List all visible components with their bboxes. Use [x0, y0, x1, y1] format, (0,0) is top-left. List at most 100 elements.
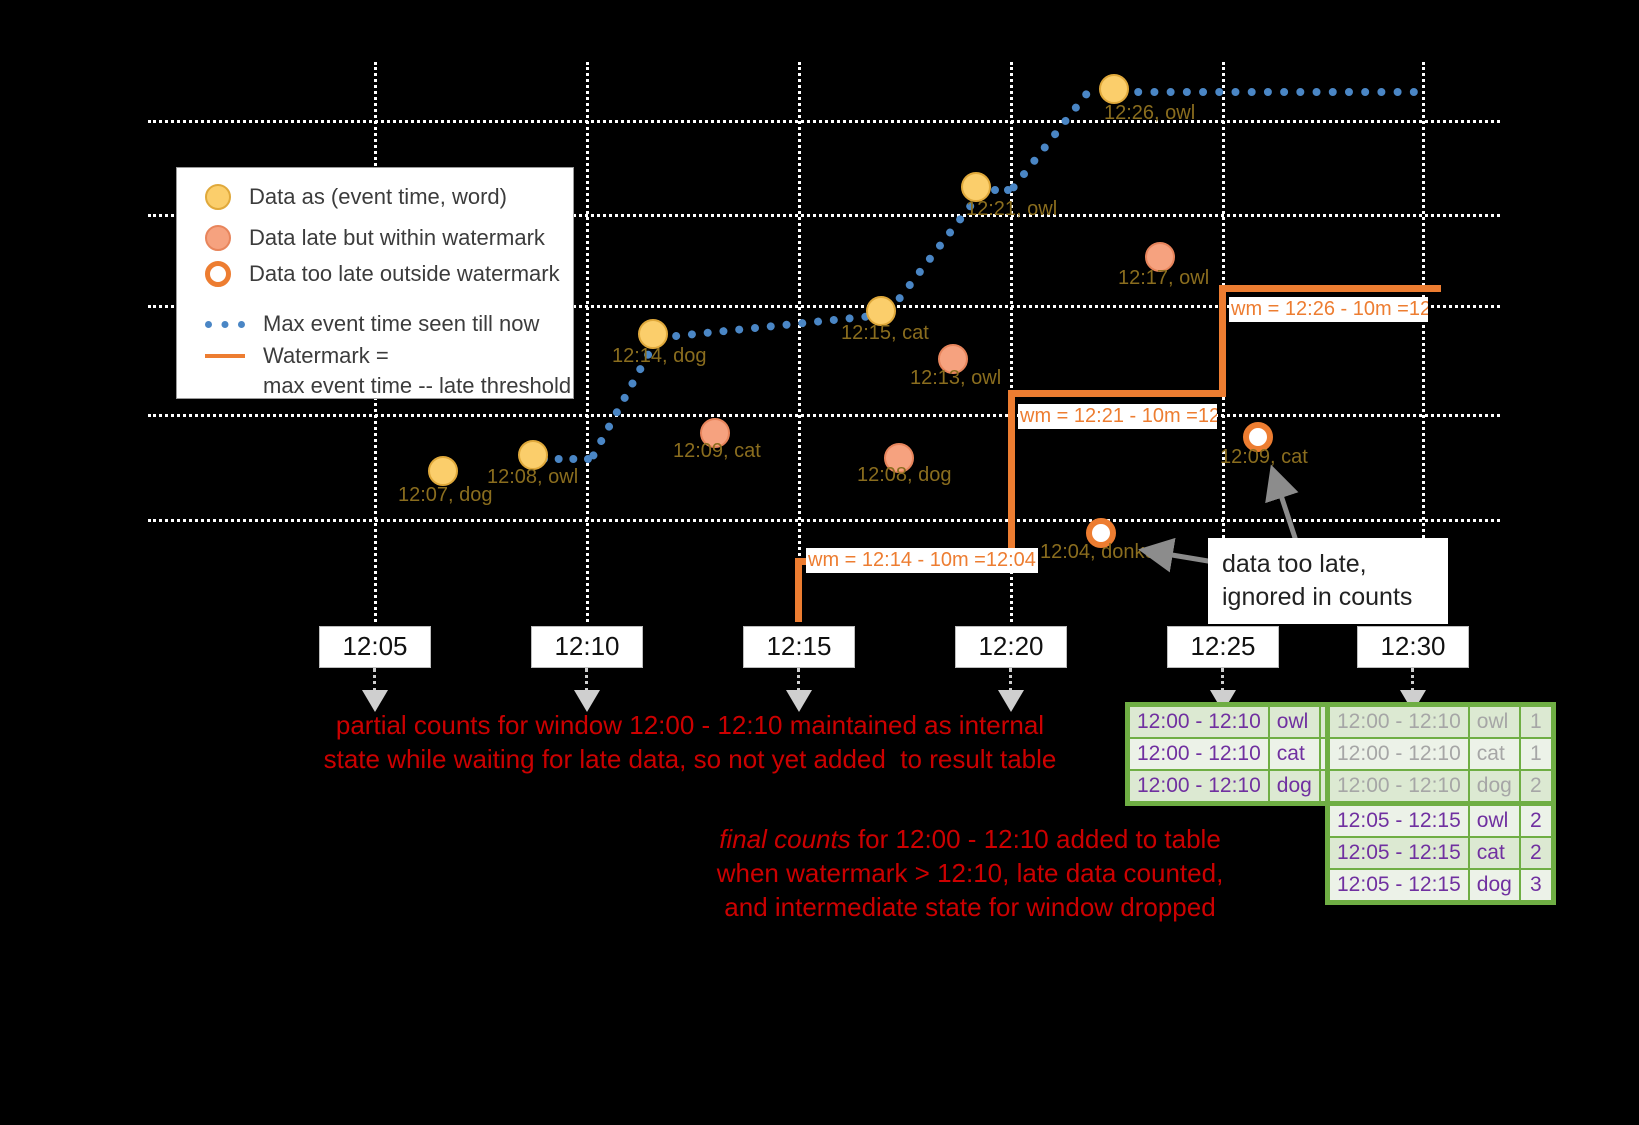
axis-arrow-head — [362, 690, 388, 712]
axis-arrow-stem — [373, 668, 376, 692]
gridline-vertical — [1422, 62, 1425, 622]
axis-arrow-head — [786, 690, 812, 712]
result-table-1230: 12:00 - 12:10 owl 1 12:00 - 12:10 cat 1 12:00 … — [1325, 702, 1556, 905]
table-cell-window: 12:00 - 12:10 — [1129, 706, 1269, 738]
watermark-step-riser — [1008, 390, 1015, 565]
data-point-label: 12:07, dog — [398, 484, 493, 506]
table-cell-count: 3 — [1519, 869, 1552, 901]
table-cell-word: dog — [1468, 770, 1520, 802]
legend-item-watermark: Watermark = — [205, 343, 389, 369]
axis-tick-1205: 12:05 — [319, 626, 431, 668]
gridline-horizontal — [148, 519, 1500, 522]
data-point-ontime — [518, 440, 548, 470]
watermark-label-1204: wm = 12:14 - 10m =12:04 — [806, 548, 1038, 573]
data-point-label: 12:08, dog — [857, 464, 952, 486]
table-row: 12:05 - 12:15 owl 2 — [1329, 802, 1552, 837]
axis-arrow-stem — [1411, 668, 1414, 692]
table-cell-count: 1 — [1519, 738, 1552, 770]
table-cell-word: owl — [1268, 706, 1320, 738]
table-cell-window: 12:00 - 12:10 — [1329, 770, 1469, 802]
salmon-filled-circle-icon — [205, 225, 231, 251]
table-cell-count: 2 — [1519, 837, 1552, 869]
data-point-too-late — [1243, 422, 1273, 452]
axis-tick-1225: 12:25 — [1167, 626, 1279, 668]
axis-tick-1215: 12:15 — [743, 626, 855, 668]
legend-item-max-event-time: Max event time seen till now — [205, 311, 539, 337]
callout-data-too-late: data too late, ignored in counts — [1208, 538, 1448, 624]
max-event-time-segment — [1008, 88, 1092, 193]
table-cell-count: 2 — [1519, 770, 1552, 802]
watermark-step-level — [1008, 390, 1226, 397]
data-point-ontime — [866, 296, 896, 326]
table-cell-window: 12:05 - 12:15 — [1329, 802, 1469, 837]
axis-arrow-stem — [1221, 668, 1224, 692]
data-point-label: 12:09, cat — [1220, 446, 1308, 468]
table-cell-window: 12:00 - 12:10 — [1129, 738, 1269, 770]
table-row: 12:05 - 12:15 cat 2 — [1329, 837, 1552, 869]
data-point-ontime — [1099, 74, 1129, 104]
legend-item-watermark-formula: max event time -- late threshold — [263, 373, 571, 399]
table-cell-window: 12:00 - 12:10 — [1329, 738, 1469, 770]
data-point-ontime — [638, 319, 668, 349]
gridline-vertical — [798, 62, 801, 622]
data-point-label: 12:15, cat — [841, 322, 929, 344]
axis-tick-1230: 12:30 — [1357, 626, 1469, 668]
gridline-horizontal — [148, 214, 1500, 217]
table-cell-window: 12:00 - 12:10 — [1329, 706, 1469, 738]
watermark-step-riser — [795, 558, 802, 622]
data-point-late — [1145, 242, 1175, 272]
legend-item-label: Watermark = — [263, 343, 389, 368]
axis-arrow-stem — [1009, 668, 1012, 692]
annotation-final-lead: final counts — [719, 824, 851, 854]
orange-hollow-circle-icon — [205, 261, 231, 287]
result-table-1230-body: 12:00 - 12:10 owl 1 12:00 - 12:10 cat 1 12:00 … — [1329, 706, 1552, 901]
legend-item-ontime: Data as (event time, word) — [205, 184, 507, 210]
data-point-ontime — [961, 172, 991, 202]
table-cell-word: owl — [1468, 802, 1520, 837]
table-cell-count: 2 — [1519, 802, 1552, 837]
legend-item-label: Data as (event time, word) — [249, 184, 507, 209]
data-point-label: 12:09, cat — [673, 440, 761, 462]
legend-item-late: Data late but within watermark — [205, 225, 545, 251]
data-point-too-late — [1086, 518, 1116, 548]
table-cell-word: cat — [1468, 837, 1520, 869]
annotation-final-rest: for 12:00 - 12:10 added to table when wa… — [716, 824, 1224, 922]
table-cell-window: 12:05 - 12:15 — [1329, 869, 1469, 901]
gridline-vertical — [1010, 62, 1013, 622]
data-point-label: 12:08, owl — [487, 466, 579, 488]
annotation-partial-counts: partial counts for window 12:00 - 12:10 … — [323, 710, 1057, 774]
table-cell-window: 12:00 - 12:10 — [1129, 770, 1269, 802]
data-point-ontime — [428, 456, 458, 486]
gridline-horizontal — [148, 414, 1500, 417]
gridline-horizontal — [148, 305, 1500, 308]
legend-item-label: max event time -- late threshold — [263, 373, 572, 398]
legend-item-label: Data late but within watermark — [249, 225, 545, 250]
data-point-label: 12:26, owl — [1104, 102, 1196, 124]
table-cell-word: dog — [1268, 770, 1320, 802]
data-point-label: 12:13, owl — [910, 367, 1002, 389]
data-point-label: 12:04, donkey — [1040, 541, 1166, 563]
max-event-time-segment — [540, 455, 592, 463]
blue-dotted-line-icon — [205, 320, 245, 328]
table-cell-word: dog — [1468, 869, 1520, 901]
legend-item-too-late: Data too late outside watermark — [205, 261, 560, 287]
data-point-label: 12:21, owl — [966, 198, 1058, 220]
data-point-late — [700, 418, 730, 448]
annotation-final-counts: final counts for 12:00 - 12:10 added to … — [670, 822, 1270, 924]
legend: Data as (event time, word) Data late but… — [176, 167, 574, 399]
data-point-label: 12:17, owl — [1118, 267, 1210, 289]
max-event-time-segment — [978, 186, 1012, 194]
table-row: 12:05 - 12:15 dog 3 — [1329, 869, 1552, 901]
axis-tick-1220: 12:20 — [955, 626, 1067, 668]
gridline-horizontal — [148, 120, 1500, 123]
legend-item-label: Max event time seen till now — [263, 311, 540, 336]
